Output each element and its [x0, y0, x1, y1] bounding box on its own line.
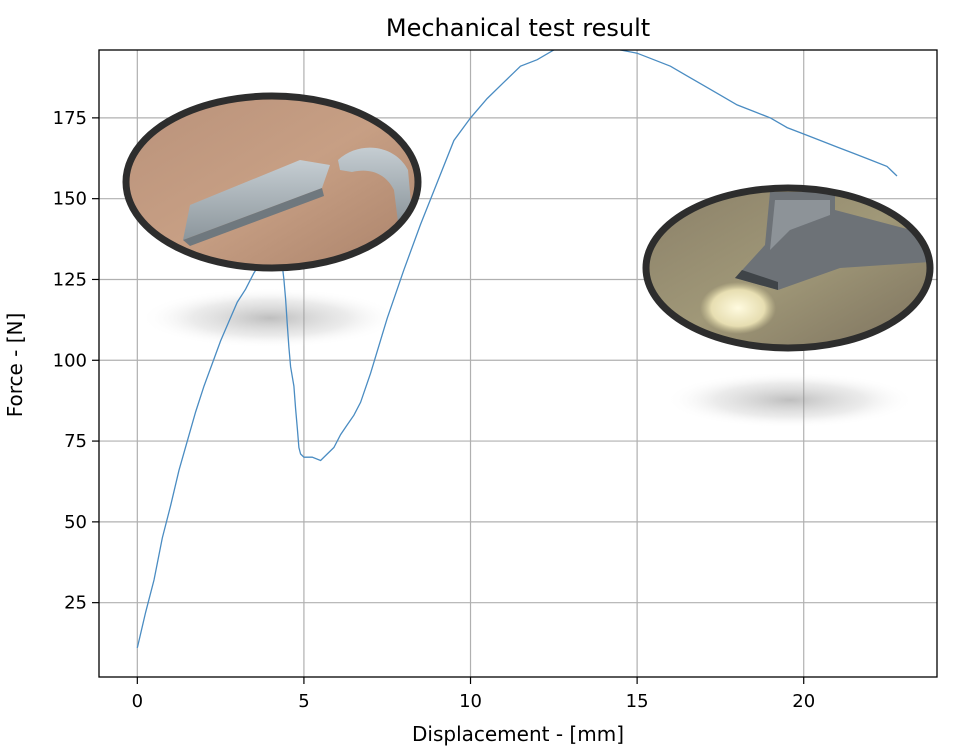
inset-shadow [140, 288, 400, 348]
chart-title: Mechanical test result [386, 14, 650, 42]
inset-shadow [665, 372, 915, 428]
y-axis-label: Force - [N] [3, 313, 27, 418]
x-axis-label: Displacement - [mm] [412, 722, 624, 746]
probe-photo [642, 184, 934, 352]
force-displacement-line [136, 50, 898, 649]
y-tick-label: 50 [64, 512, 87, 533]
x-axis-ticks: 0 5 10 15 20 [132, 677, 815, 712]
y-tick-label: 150 [53, 189, 87, 210]
y-tick-label: 175 [53, 108, 87, 129]
y-tick-label: 25 [64, 593, 87, 614]
x-tick-label: 15 [626, 691, 649, 712]
x-tick-label: 10 [459, 691, 482, 712]
y-axis-ticks: 25 50 75 100 125 150 175 [53, 108, 99, 614]
y-tick-label: 125 [53, 269, 87, 290]
y-tick-label: 75 [64, 431, 87, 452]
x-tick-label: 0 [132, 691, 143, 712]
y-tick-label: 100 [53, 350, 87, 371]
x-tick-label: 5 [298, 691, 309, 712]
fractured-specimen-photo [122, 92, 422, 272]
plot-frame [98, 49, 938, 678]
x-tick-label: 20 [792, 691, 815, 712]
